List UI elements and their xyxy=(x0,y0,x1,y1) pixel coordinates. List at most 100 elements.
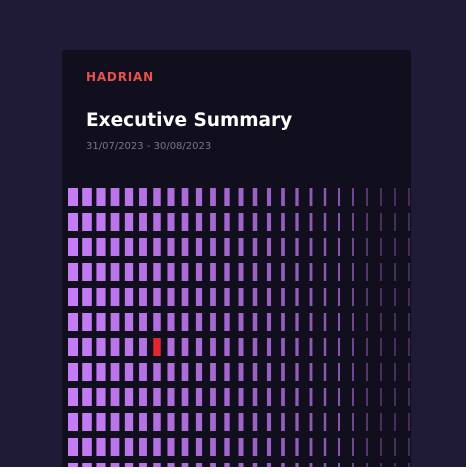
pattern-block xyxy=(96,213,106,231)
pattern-block xyxy=(82,388,92,406)
pattern-block xyxy=(110,413,120,431)
pattern-block xyxy=(238,413,244,431)
pattern-block xyxy=(110,438,120,456)
pattern-block xyxy=(252,438,258,456)
pattern-block xyxy=(224,238,230,256)
pattern-block xyxy=(337,288,341,306)
pattern-block xyxy=(82,438,92,456)
pattern-block xyxy=(295,413,299,431)
pattern-block xyxy=(224,188,230,206)
pattern-block xyxy=(96,438,106,456)
pattern-block xyxy=(295,188,299,206)
pattern-block xyxy=(408,338,410,356)
background: HADRIAN Executive Summary 31/07/2023 - 3… xyxy=(0,0,466,467)
pattern-block xyxy=(337,463,341,467)
pattern-block xyxy=(309,188,313,206)
pattern-block xyxy=(224,213,230,231)
pattern-block xyxy=(96,313,106,331)
pattern-block xyxy=(96,463,106,467)
pattern-block xyxy=(266,288,272,306)
pattern-block xyxy=(195,263,203,281)
pattern-block xyxy=(380,463,382,467)
pattern-block xyxy=(153,438,161,456)
pattern-block xyxy=(281,238,285,256)
pattern-block xyxy=(124,438,134,456)
pattern-block xyxy=(82,363,92,381)
pattern-block xyxy=(281,338,285,356)
pattern-block xyxy=(110,263,120,281)
pattern-block xyxy=(139,238,147,256)
pattern-block xyxy=(195,438,203,456)
pattern-block xyxy=(124,388,134,406)
pattern-block xyxy=(181,363,189,381)
pattern-block xyxy=(337,363,341,381)
pattern-block xyxy=(380,338,382,356)
pattern-block xyxy=(295,238,299,256)
pattern-block xyxy=(181,238,189,256)
pattern-block xyxy=(181,438,189,456)
pattern-block xyxy=(68,313,78,331)
pattern-block xyxy=(195,238,203,256)
pattern-block xyxy=(82,288,92,306)
pattern-block xyxy=(281,363,285,381)
pattern-block xyxy=(167,363,175,381)
pattern-block xyxy=(394,338,396,356)
pattern-block xyxy=(167,388,175,406)
pattern-block xyxy=(82,338,92,356)
pattern-block xyxy=(266,413,272,431)
pattern-block xyxy=(366,338,368,356)
pattern-block xyxy=(110,463,120,467)
pattern-block xyxy=(82,463,92,467)
pattern-block xyxy=(139,388,147,406)
pattern-block xyxy=(210,413,216,431)
pattern-block xyxy=(295,288,299,306)
pattern-block xyxy=(281,463,285,467)
pattern-block xyxy=(380,313,382,331)
pattern-block xyxy=(224,413,230,431)
pattern-block xyxy=(110,213,120,231)
pattern-block xyxy=(68,438,78,456)
pattern-block xyxy=(139,438,147,456)
pattern-block xyxy=(238,288,244,306)
pattern-block xyxy=(167,463,175,467)
pattern-block xyxy=(110,363,120,381)
pattern-block xyxy=(195,188,203,206)
pattern-block xyxy=(266,338,272,356)
pattern-block xyxy=(96,363,106,381)
pattern-block xyxy=(110,238,120,256)
pattern-block xyxy=(195,338,203,356)
pattern-block xyxy=(124,313,134,331)
pattern-block xyxy=(181,263,189,281)
pattern-block xyxy=(295,463,299,467)
pattern-block xyxy=(408,263,410,281)
pattern-block xyxy=(96,388,106,406)
pattern-block xyxy=(224,338,230,356)
pattern-block xyxy=(323,263,327,281)
pattern-block xyxy=(68,388,78,406)
pattern-block xyxy=(366,313,368,331)
pattern-block xyxy=(252,263,258,281)
pattern-block xyxy=(210,263,216,281)
pattern-block xyxy=(295,363,299,381)
pattern-block xyxy=(153,388,161,406)
pattern-block xyxy=(195,463,203,467)
pattern-block xyxy=(139,263,147,281)
pattern-block xyxy=(181,288,189,306)
pattern-block xyxy=(153,363,161,381)
pattern-block xyxy=(238,188,244,206)
pattern-block xyxy=(252,338,258,356)
pattern-block xyxy=(68,338,78,356)
pattern-block xyxy=(366,263,368,281)
pattern-block xyxy=(309,263,313,281)
pattern-block xyxy=(281,388,285,406)
pattern-block xyxy=(210,288,216,306)
pattern-block xyxy=(380,413,382,431)
pattern-block xyxy=(153,338,161,356)
pattern-block xyxy=(224,363,230,381)
pattern-block xyxy=(380,238,382,256)
pattern-block xyxy=(309,338,313,356)
pattern-block xyxy=(139,363,147,381)
pattern-block xyxy=(366,288,368,306)
pattern-block xyxy=(352,313,354,331)
pattern-block xyxy=(408,438,410,456)
